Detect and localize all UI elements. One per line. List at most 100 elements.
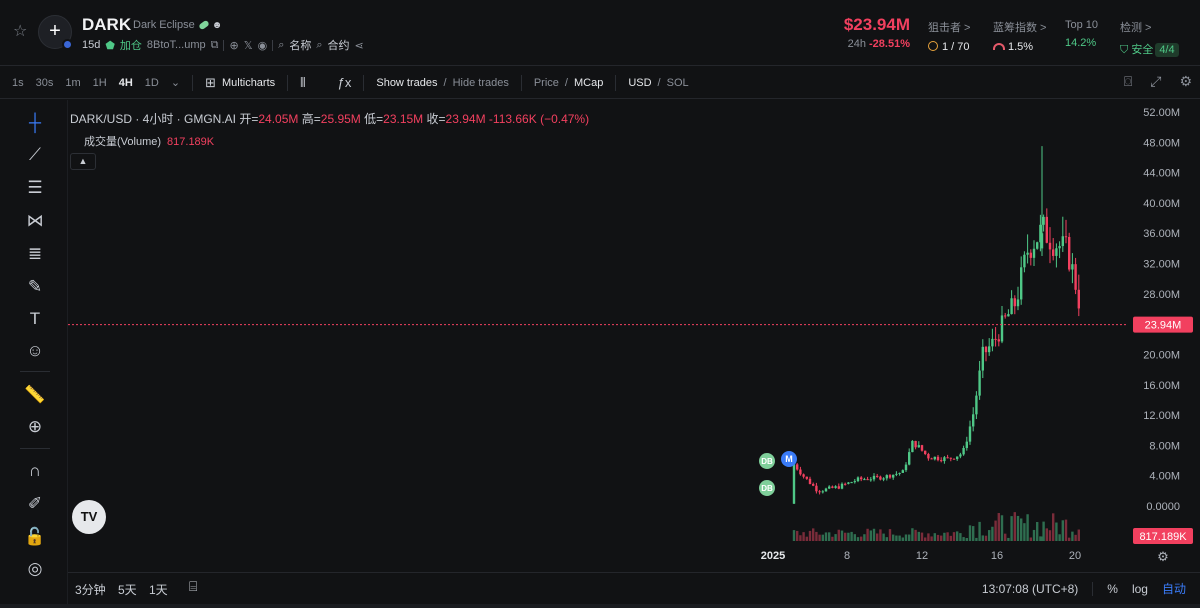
candle-body <box>882 478 885 480</box>
search-contract-link[interactable]: 合约 <box>327 40 350 52</box>
copy-icon[interactable]: ⧉ <box>210 38 219 51</box>
ruler-icon[interactable]: 📏 <box>24 385 46 404</box>
zoom-in-icon[interactable]: ⊕ <box>27 417 43 436</box>
website-icon[interactable]: ⊕ <box>229 39 239 52</box>
bottom-bar: 3分钟 5天 1天 ⌸ 13:07:08 (UTC+8) % log 自动 <box>68 572 1200 602</box>
candle-body <box>1040 233 1044 249</box>
volume-bar <box>930 536 933 541</box>
divider <box>520 74 522 91</box>
calendar-icon[interactable]: ⌸ <box>189 578 198 594</box>
candle-body <box>1077 289 1080 309</box>
fullscreen-icon[interactable]: ⤢ <box>1150 73 1162 89</box>
range-5d[interactable]: 5天 <box>118 583 137 597</box>
horizontal-scrollbar[interactable] <box>0 604 1200 608</box>
volume-bar <box>908 534 911 541</box>
x-tick-label: 12 <box>916 550 928 562</box>
unlock-icon[interactable]: 🔓 <box>24 527 46 546</box>
multicharts-button[interactable]: ⊞ Multicharts <box>205 75 275 91</box>
volume-bar <box>879 529 882 541</box>
candle-body <box>805 476 808 479</box>
volume-bar <box>940 535 943 541</box>
candle-body <box>812 483 815 486</box>
timeframe-1s[interactable]: 1s <box>12 76 24 89</box>
y-tick-label: 0.0000 <box>1146 501 1180 513</box>
change-value: -28.51% <box>869 38 910 50</box>
volume-bar <box>1064 519 1068 541</box>
volume-bar <box>1068 537 1071 541</box>
candle-body <box>1039 224 1042 243</box>
candle-type-icon[interactable]: ⫴ <box>300 74 306 90</box>
telegram-icon[interactable]: ◉ <box>257 39 268 52</box>
indicators-icon[interactable]: ƒx <box>337 75 352 90</box>
magnet-icon[interactable]: ∩ <box>28 461 42 480</box>
log-toggle[interactable]: log <box>1131 581 1148 596</box>
x-twitter-icon[interactable]: 𝕏 <box>243 39 253 52</box>
fib-icon[interactable]: ≣ <box>27 244 43 263</box>
price-mcap-toggle[interactable]: Price / MCap <box>534 77 603 89</box>
candle-body <box>1052 249 1055 256</box>
volume-bar <box>1007 537 1010 541</box>
y-tick-label: 12.00M <box>1143 410 1180 422</box>
change-label: 24h <box>847 38 866 50</box>
timeframe-4h[interactable]: 4H <box>118 76 133 89</box>
crosshair-icon[interactable]: ┼ <box>28 113 42 132</box>
eye-icon[interactable]: ◎ <box>27 559 43 578</box>
search-name-link[interactable]: 名称 <box>289 40 312 52</box>
emoji-icon[interactable]: ☺ <box>26 341 44 360</box>
candle-body <box>802 474 805 477</box>
candle-body <box>959 454 962 457</box>
percent-toggle[interactable]: % <box>1107 581 1118 596</box>
volume-bar <box>1061 520 1064 541</box>
pattern-icon[interactable]: ⋈ <box>26 211 44 230</box>
bottom-right-controls: 13:07:08 (UTC+8) % log 自动 <box>982 580 1186 597</box>
boost-label[interactable]: 加仓 <box>119 40 142 52</box>
candle-body <box>1055 248 1058 256</box>
stat-bluechip[interactable]: 蓝筹指数 > 1.5% <box>993 19 1046 53</box>
volume-bar <box>943 532 946 541</box>
lock-drawing-icon[interactable]: ✐ <box>27 494 43 513</box>
stat-snipers[interactable]: 狙击者 > 1 / 70 <box>928 19 970 53</box>
candle-body <box>863 479 866 481</box>
volume-bar <box>808 530 812 541</box>
auto-scale-toggle[interactable]: 自动 <box>1161 582 1186 596</box>
candle-body <box>1036 242 1039 249</box>
camera-icon[interactable]: ⌼ <box>1123 73 1133 89</box>
candle-body <box>834 486 837 488</box>
shield-icon: ⛉ <box>1120 44 1129 56</box>
clock-time[interactable]: 13:07:08 (UTC+8) <box>981 581 1079 596</box>
volume-bar <box>1052 513 1055 541</box>
volume-bar <box>917 531 920 541</box>
range-1d[interactable]: 1天 <box>149 583 168 597</box>
trendline-icon[interactable]: ⟋ <box>29 145 41 164</box>
text-icon[interactable]: T <box>29 309 41 328</box>
stat-value: 1.5% <box>993 41 1046 53</box>
volume-bar <box>1055 522 1058 541</box>
timeframe-1m[interactable]: 1m <box>65 76 81 89</box>
volume-bar <box>898 535 901 541</box>
settings-icon[interactable]: ⚙ <box>1179 73 1192 89</box>
brush-icon[interactable]: ✎ <box>27 277 43 296</box>
currency-toggle[interactable]: USD / SOL <box>628 77 688 89</box>
volume-bar <box>920 532 924 541</box>
show-trades-toggle[interactable]: Show trades / Hide trades <box>376 77 508 89</box>
stat-audit[interactable]: 检测 > ⛉ 安全 4/4 <box>1120 19 1179 57</box>
volume-bar <box>876 533 879 541</box>
timeframe-30s[interactable]: 30s <box>35 76 54 89</box>
timeframe-1d[interactable]: 1D <box>144 76 159 89</box>
collapse-legend-button[interactable]: ▲ <box>70 153 96 170</box>
chevron-down-icon[interactable]: ⌄ <box>170 77 181 89</box>
token-meta-row: 15d ⬟ 加仓 8BtoT...ump ⧉ ⊕ 𝕏 ◉ ⌕ 名称 ⌕ 合约 ⋖ <box>82 37 364 53</box>
horizontal-lines-icon[interactable]: ☰ <box>27 178 43 197</box>
range-3m[interactable]: 3分钟 <box>75 583 106 597</box>
candle-body <box>847 482 850 484</box>
chart-canvas[interactable]: 52.00M 48.00M 44.00M 40.00M 36.00M 32.00M 28.0… <box>68 100 1200 570</box>
price-chart[interactable]: 52.00M 48.00M 44.00M 40.00M 36.00M 32.00M 28.0… <box>68 100 1200 570</box>
share-icon[interactable]: ⋖ <box>354 39 364 52</box>
candle-body <box>1007 314 1010 317</box>
candle-body <box>824 488 828 492</box>
candle-body <box>879 476 882 480</box>
trade-marker <box>759 453 775 469</box>
timeframe-1h[interactable]: 1H <box>92 76 107 89</box>
favorite-star-icon[interactable]: ☆ <box>13 23 28 40</box>
tradingview-logo[interactable]: TV <box>72 500 106 534</box>
